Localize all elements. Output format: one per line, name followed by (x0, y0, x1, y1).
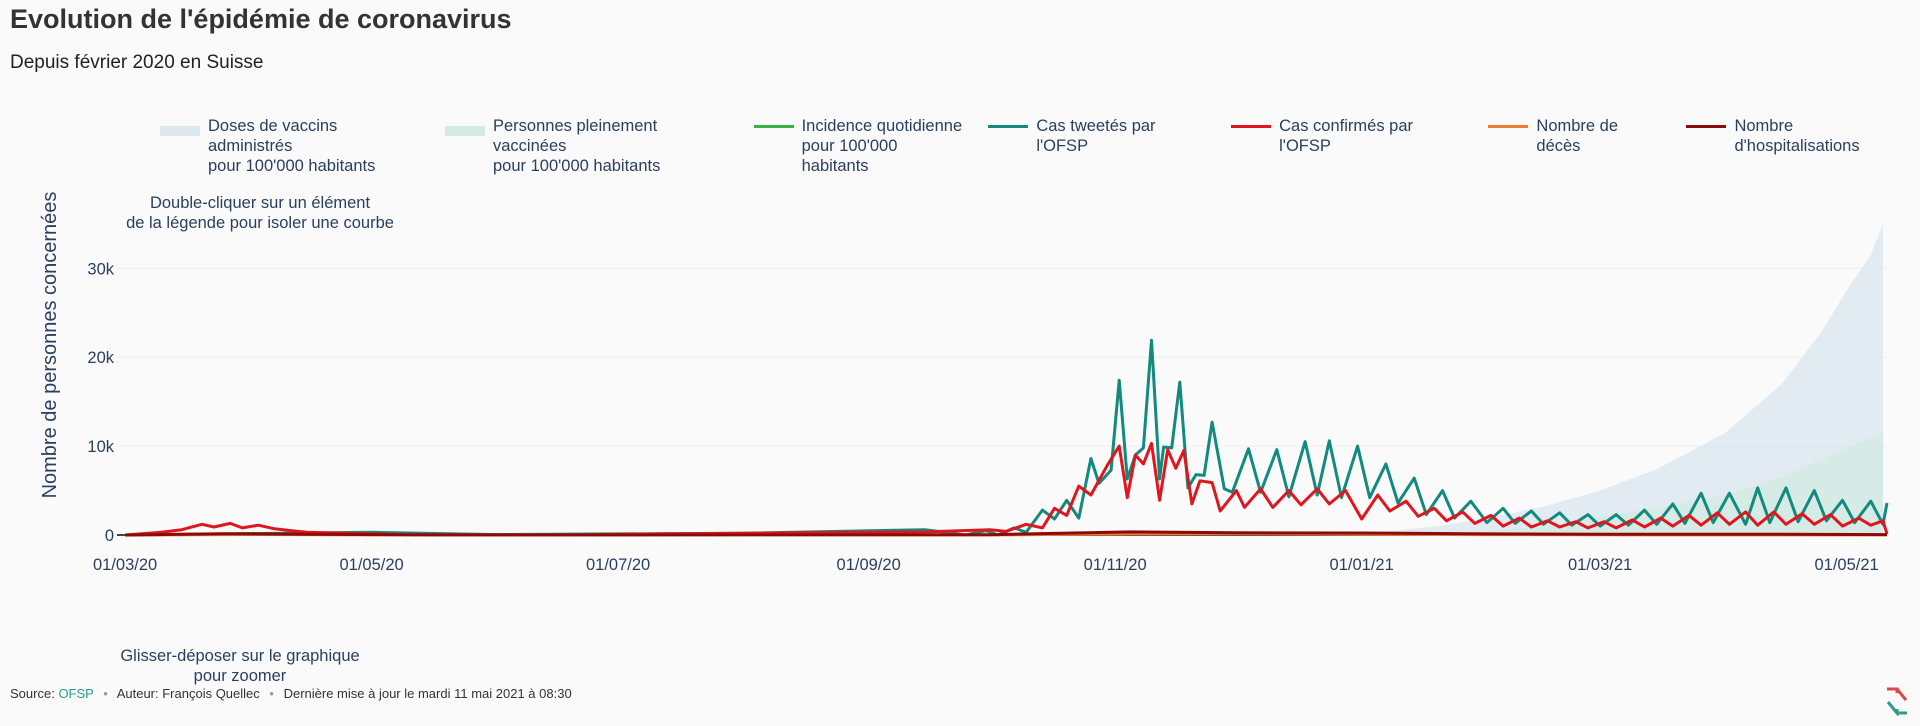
footer-separator: • (269, 686, 274, 701)
x-tick-label: 01/03/20 (93, 556, 157, 574)
legend-label: Cas confirmés par l'OFSP (1279, 117, 1414, 155)
legend-item[interactable]: Cas tweetés par l'OFSP (988, 116, 1209, 156)
legend-swatch (160, 126, 200, 136)
y-axis-title: Nombre de personnes concernées (39, 192, 61, 499)
footer-separator: • (103, 686, 108, 701)
legend-item[interactable]: Doses de vaccins administrés pour 100'00… (160, 116, 423, 176)
chart-plot[interactable]: 0 10k 20k 30k 01/03/20 01/05/20 01/07/20 01/09/… (0, 0, 1920, 640)
x-tick-label: 01/09/20 (837, 556, 901, 574)
updated-text: Dernière mise à jour le mardi 11 mai 202… (283, 686, 572, 701)
source-label: Source: (10, 686, 55, 701)
legend-item[interactable]: Cas confirmés par l'OFSP (1231, 116, 1466, 156)
x-tick-label: 01/07/20 (586, 556, 650, 574)
y-tick-label: 0 (105, 527, 114, 545)
legend-label: Nombre d'hospitalisations (1734, 117, 1860, 155)
x-tick-label: 01/03/21 (1568, 556, 1632, 574)
y-tick-label: 30k (87, 260, 114, 278)
footer: Source: OFSP • Auteur: François Quellec … (10, 686, 572, 701)
x-tick-label: 01/01/21 (1330, 556, 1394, 574)
legend-label: Doses de vaccins administrés pour 100'00… (208, 117, 376, 175)
legend-label: Incidence quotidienne pour 100'000 habit… (801, 117, 963, 175)
legend-label: Cas tweetés par l'OFSP (1036, 117, 1156, 155)
source-link[interactable]: OFSP (58, 686, 94, 701)
series-area (1325, 223, 1883, 535)
legend-swatch (1686, 125, 1727, 128)
drag-zoom-hint: Glisser-déposer sur le graphique pour zo… (120, 647, 360, 685)
y-tick-label: 20k (87, 349, 114, 367)
x-tick-label: 01/05/21 (1814, 556, 1878, 574)
legend-item[interactable]: Nombre d'hospitalisations (1686, 116, 1920, 156)
x-tick-label: 01/05/20 (339, 556, 403, 574)
legend-label: Personnes pleinement vaccinées pour 100'… (493, 117, 661, 175)
page-title: Evolution de l'épidémie de coronavirus (10, 4, 512, 34)
legend-item[interactable]: Nombre de décès (1488, 116, 1664, 156)
series-line (125, 530, 1888, 537)
brand-logo-icon (1886, 687, 1908, 716)
legend-swatch (1488, 125, 1529, 128)
y-tick-label: 10k (87, 438, 114, 456)
x-tick-label: 01/11/20 (1084, 556, 1147, 574)
page-subtitle: Depuis février 2020 en Suisse (10, 52, 264, 73)
legend-swatch (445, 126, 485, 136)
legend-label: Nombre de décès (1536, 117, 1619, 155)
legend-swatch (988, 125, 1029, 128)
legend-item[interactable]: Incidence quotidienne pour 100'000 habit… (753, 116, 967, 176)
legend-item[interactable]: Personnes pleinement vaccinées pour 100'… (445, 116, 732, 176)
double-click-hint: Double-cliquer sur un élément de la lége… (126, 194, 394, 232)
legend-swatch (1231, 125, 1272, 128)
chart-legend: Doses de vaccins administrés pour 100'00… (160, 116, 1920, 176)
author-text: Auteur: François Quellec (116, 686, 260, 701)
legend-swatch (753, 125, 794, 128)
